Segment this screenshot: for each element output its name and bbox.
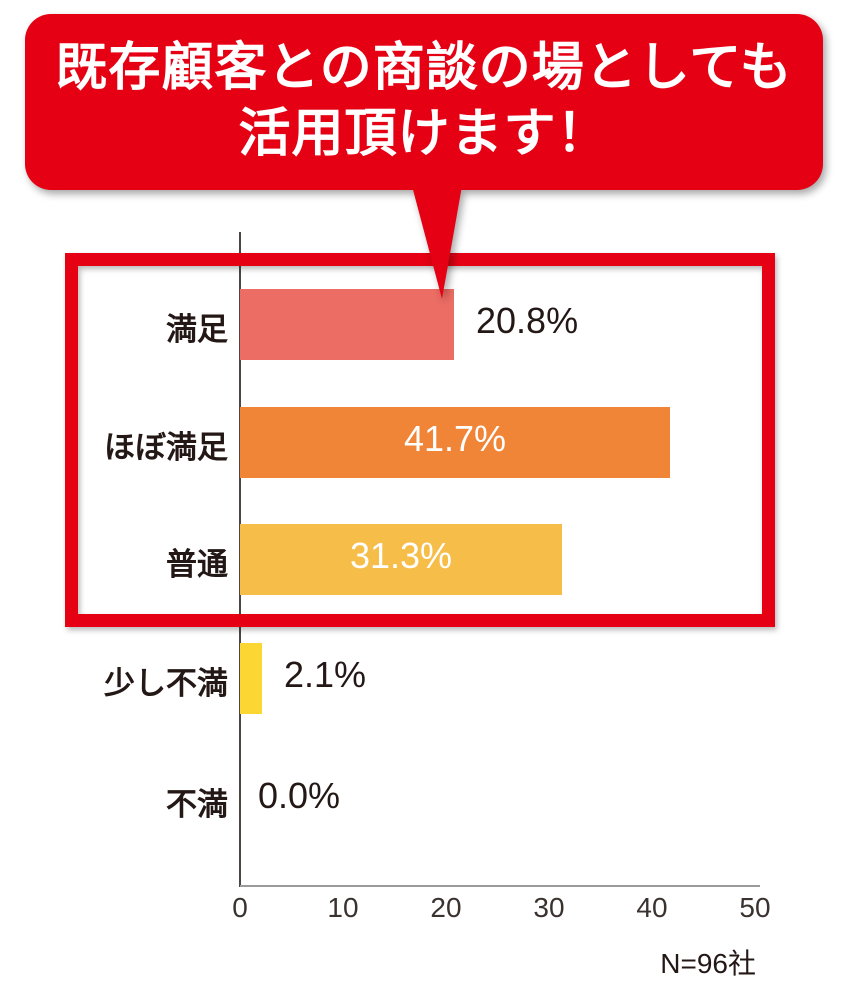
category-label: 少し不満 xyxy=(104,666,228,701)
tick-label: 20 xyxy=(430,892,462,923)
value-label: 41.7% xyxy=(403,418,507,459)
tick-label: 10 xyxy=(327,892,359,923)
sample-size-note: N=96社 xyxy=(660,948,756,979)
tick-label: 0 xyxy=(232,892,248,923)
category-label: 普通 xyxy=(166,547,228,582)
callout-text-line1: 既存顧客との商談の場としても xyxy=(55,39,793,98)
callout-bubble: 既存顧客との商談の場としても 活用頂けます！ xyxy=(25,14,823,190)
category-label: 不満 xyxy=(166,787,228,822)
value-label: 2.1% xyxy=(284,654,367,695)
callout: 既存顧客との商談の場としても 活用頂けます！ xyxy=(0,0,845,310)
bar xyxy=(240,406,670,478)
value-label: 20.8% xyxy=(476,300,579,341)
bar xyxy=(240,288,454,360)
callout-text-line2: 活用頂けます！ xyxy=(238,105,610,163)
bar xyxy=(240,642,262,714)
tick-label: 40 xyxy=(636,892,668,923)
tick-label: 30 xyxy=(533,892,565,923)
x-axis-line xyxy=(240,885,760,887)
bar xyxy=(240,523,562,595)
value-label: 0.0% xyxy=(258,775,341,816)
category-label: ほぼ満足 xyxy=(104,430,228,465)
category-label: 満足 xyxy=(166,312,228,347)
callout-tail-pointer xyxy=(412,186,462,299)
tick-label: 50 xyxy=(739,892,771,923)
value-label: 31.3% xyxy=(349,535,453,576)
